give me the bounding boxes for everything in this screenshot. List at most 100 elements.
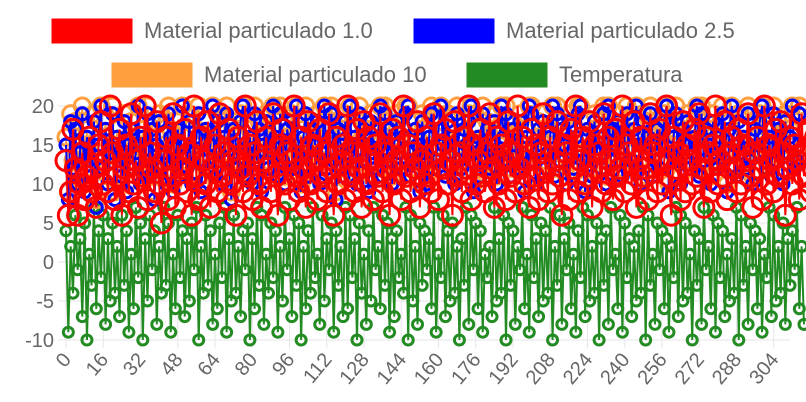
data-point[interactable]: [799, 181, 806, 203]
data-point[interactable]: [245, 232, 259, 246]
data-point[interactable]: [154, 125, 178, 149]
data-point[interactable]: [78, 216, 92, 230]
data-point[interactable]: [673, 180, 697, 204]
data-point[interactable]: [99, 317, 113, 331]
data-point[interactable]: [704, 302, 718, 316]
data-point[interactable]: [587, 286, 601, 300]
data-point[interactable]: [257, 317, 271, 331]
data-point[interactable]: [760, 271, 774, 285]
data-point[interactable]: [131, 271, 145, 285]
data-point[interactable]: [152, 239, 166, 253]
data-point[interactable]: [180, 232, 194, 246]
data-point[interactable]: [84, 195, 108, 219]
data-point[interactable]: [615, 325, 629, 339]
data-point[interactable]: [422, 102, 446, 126]
data-point[interactable]: [692, 232, 706, 246]
data-point[interactable]: [569, 325, 583, 339]
legend-item-pm1[interactable]: Material particulado 1.0: [51, 18, 373, 44]
data-point[interactable]: [294, 333, 308, 347]
data-point[interactable]: [149, 211, 173, 235]
data-point[interactable]: [140, 294, 154, 308]
data-point[interactable]: [378, 278, 392, 292]
data-point[interactable]: [685, 333, 699, 347]
data-point[interactable]: [657, 302, 671, 316]
data-point[interactable]: [489, 133, 513, 157]
data-point[interactable]: [401, 333, 415, 347]
data-point[interactable]: [336, 94, 360, 118]
data-point[interactable]: [755, 325, 769, 339]
data-point[interactable]: [746, 263, 760, 277]
data-point[interactable]: [257, 156, 281, 180]
data-point[interactable]: [720, 125, 744, 149]
data-point[interactable]: [392, 94, 416, 118]
data-point[interactable]: [222, 232, 236, 246]
data-point[interactable]: [378, 203, 402, 227]
data-point[interactable]: [627, 239, 641, 253]
legend-item-temperatura[interactable]: Temperatura: [466, 62, 683, 88]
data-point[interactable]: [94, 149, 118, 173]
data-point[interactable]: [683, 247, 697, 261]
data-point[interactable]: [235, 98, 251, 114]
data-point[interactable]: [156, 188, 180, 212]
data-point[interactable]: [161, 102, 185, 126]
data-point[interactable]: [787, 188, 806, 212]
data-point[interactable]: [285, 310, 299, 324]
data-point[interactable]: [511, 239, 525, 253]
data-point[interactable]: [357, 247, 371, 261]
data-point[interactable]: [222, 149, 246, 173]
data-point[interactable]: [345, 117, 369, 141]
data-point[interactable]: [334, 239, 348, 253]
data-point[interactable]: [234, 310, 248, 324]
data-point[interactable]: [397, 286, 411, 300]
data-point[interactable]: [494, 286, 508, 300]
data-point[interactable]: [608, 247, 622, 261]
data-point[interactable]: [639, 333, 653, 347]
data-point[interactable]: [288, 98, 304, 114]
data-point[interactable]: [462, 317, 476, 331]
data-point[interactable]: [390, 224, 404, 238]
data-point[interactable]: [457, 278, 471, 292]
data-point[interactable]: [620, 172, 644, 196]
data-point[interactable]: [113, 310, 127, 324]
data-point[interactable]: [292, 216, 306, 230]
legend-item-pm25[interactable]: Material particulado 2.5: [413, 18, 735, 44]
data-point[interactable]: [82, 247, 96, 261]
data-point[interactable]: [74, 106, 90, 122]
data-point[interactable]: [159, 278, 173, 292]
data-point[interactable]: [420, 263, 434, 277]
data-point[interactable]: [424, 302, 438, 316]
data-point[interactable]: [394, 247, 408, 261]
data-point[interactable]: [725, 232, 739, 246]
data-point[interactable]: [56, 203, 80, 227]
data-point[interactable]: [278, 200, 292, 214]
data-point[interactable]: [778, 317, 792, 331]
data-point[interactable]: [578, 310, 592, 324]
data-point[interactable]: [797, 118, 806, 141]
data-point[interactable]: [238, 263, 252, 277]
data-point[interactable]: [364, 294, 378, 308]
data-point[interactable]: [373, 302, 387, 316]
data-point[interactable]: [522, 325, 536, 339]
data-point[interactable]: [415, 278, 429, 292]
data-point[interactable]: [794, 141, 806, 165]
data-point[interactable]: [273, 239, 287, 253]
data-point[interactable]: [371, 180, 395, 204]
data-point[interactable]: [601, 317, 615, 331]
data-point[interactable]: [308, 271, 322, 285]
data-point[interactable]: [683, 117, 707, 141]
data-point[interactable]: [341, 302, 355, 316]
data-point[interactable]: [422, 232, 436, 246]
data-point[interactable]: [560, 263, 574, 277]
data-point[interactable]: [557, 232, 571, 246]
data-point[interactable]: [681, 286, 695, 300]
data-point[interactable]: [145, 263, 159, 277]
data-point[interactable]: [662, 325, 676, 339]
data-point[interactable]: [133, 94, 157, 118]
data-point[interactable]: [727, 286, 741, 300]
data-point[interactable]: [452, 333, 466, 347]
data-point[interactable]: [562, 216, 576, 230]
data-point[interactable]: [600, 98, 616, 114]
data-point[interactable]: [220, 325, 234, 339]
data-point[interactable]: [296, 239, 310, 253]
data-point[interactable]: [233, 94, 257, 118]
